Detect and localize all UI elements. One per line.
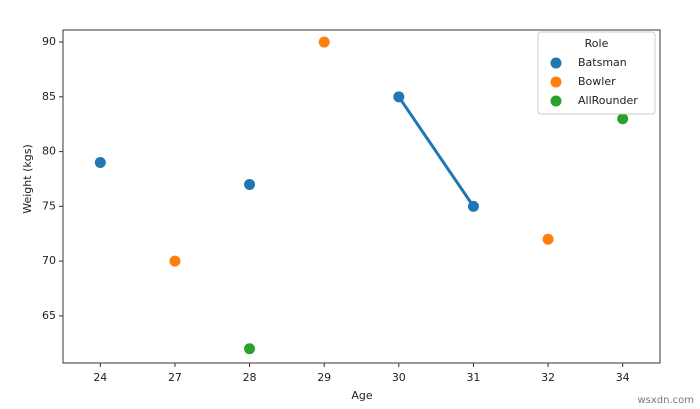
y-tick-label: 90	[42, 35, 56, 48]
x-tick-label: 34	[616, 371, 630, 384]
x-axis-label: Age	[351, 389, 373, 402]
point	[244, 343, 256, 355]
legend-title: Role	[585, 37, 609, 50]
x-tick-label: 31	[466, 371, 480, 384]
legend-box	[537, 31, 656, 115]
legend-label: Bowler	[578, 75, 616, 88]
x-tick-label: 28	[243, 371, 257, 384]
x-tick-label: 30	[392, 371, 406, 384]
x-tick-label: 24	[93, 371, 107, 384]
x-tick-label: 27	[168, 371, 182, 384]
y-tick-label: 80	[42, 145, 56, 158]
point	[542, 233, 554, 245]
y-tick-label: 65	[42, 309, 56, 322]
y-tick-label: 85	[42, 90, 56, 103]
plot-frame	[62, 29, 661, 364]
point	[467, 200, 479, 212]
y-tick-label: 75	[42, 199, 56, 212]
legend-marker	[550, 57, 562, 69]
y-tick-label: 70	[42, 254, 56, 267]
legend-label: AllRounder	[578, 94, 638, 107]
y-axis-label: Weight (kgs)	[21, 144, 34, 214]
point	[318, 36, 330, 48]
series-line	[397, 95, 475, 208]
point	[94, 157, 106, 169]
x-tick-label: 29	[317, 371, 331, 384]
legend-label: Batsman	[578, 56, 627, 69]
watermark: wsxdn.com	[637, 395, 694, 406]
legend-marker	[550, 76, 562, 88]
point	[169, 255, 181, 267]
x-tick-label: 32	[541, 371, 555, 384]
legend-marker	[550, 95, 562, 107]
point	[244, 178, 256, 190]
point	[617, 113, 629, 125]
point	[393, 91, 405, 103]
